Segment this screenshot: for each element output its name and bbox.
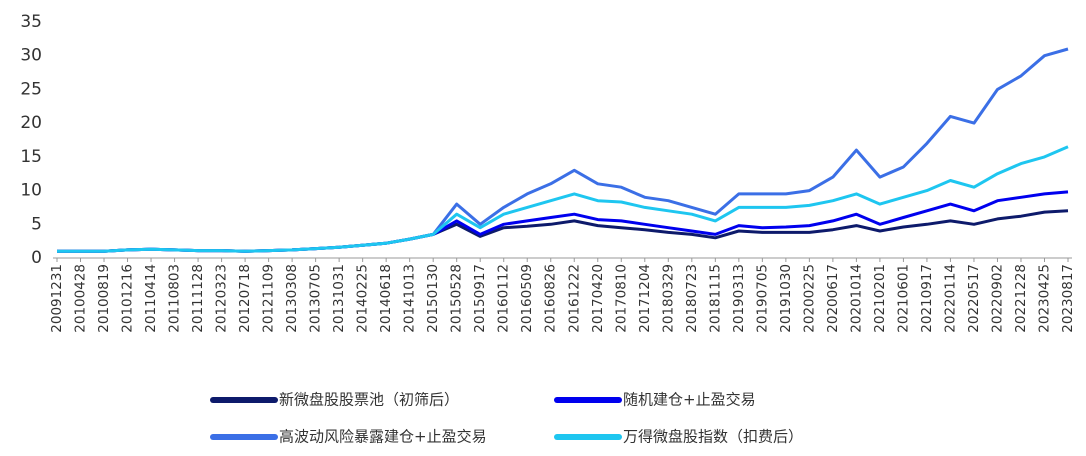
x-tick-label: 20110803 <box>167 264 183 333</box>
series-line <box>57 145 1069 253</box>
x-tick-label: 20200225 <box>801 264 817 333</box>
x-tick-label: 20150130 <box>425 264 441 333</box>
y-tick-label: 0 <box>31 248 42 268</box>
x-tick-label: 20220902 <box>989 264 1005 333</box>
y-tick-label: 5 <box>31 214 42 234</box>
x-tick-label: 20161222 <box>566 264 582 333</box>
x-tick-label: 20180329 <box>660 264 676 333</box>
y-tick-label: 25 <box>20 79 42 99</box>
x-tick-label: 20160509 <box>519 264 535 333</box>
x-tick-label: 20091231 <box>49 264 65 333</box>
x-tick-label: 20201014 <box>848 264 864 333</box>
x-tick-label: 20190705 <box>754 264 770 333</box>
x-tick-label: 20130308 <box>284 264 300 333</box>
y-tick-label: 10 <box>20 181 42 201</box>
x-tick-label: 20181115 <box>707 264 723 333</box>
legend-label: 新微盘股股票池（初筛后） <box>279 391 459 409</box>
x-tick-label: 20150528 <box>449 264 465 333</box>
x-tick-label: 20121109 <box>261 264 277 333</box>
y-tick-label: 30 <box>20 46 42 66</box>
x-tick-label: 20220114 <box>942 264 958 333</box>
x-tick-label: 20191030 <box>778 264 794 333</box>
x-tick-label: 20170810 <box>613 264 629 333</box>
x-tick-label: 20140618 <box>378 264 394 333</box>
x-tick-label: 20171204 <box>637 264 653 333</box>
x-tick-label: 20100428 <box>73 264 89 333</box>
x-tick-label: 20160826 <box>543 264 559 333</box>
x-tick-label: 20230425 <box>1036 264 1052 333</box>
legend-label: 随机建仓+止盈交易 <box>623 391 756 409</box>
x-tick-label: 20120718 <box>237 264 253 333</box>
legend-label: 万得微盘股指数（扣费后） <box>623 428 803 446</box>
x-tick-label: 20100819 <box>96 264 112 333</box>
x-tick-label: 20230817 <box>1060 264 1076 333</box>
x-tick-label: 20141013 <box>402 264 418 333</box>
y-tick-label: 35 <box>20 12 42 32</box>
x-tick-label: 20150917 <box>472 264 488 333</box>
x-tick-label: 20210601 <box>895 264 911 333</box>
x-tick-label: 20180723 <box>684 264 700 333</box>
x-tick-label: 20221228 <box>1013 264 1029 333</box>
x-tick-label: 20220517 <box>966 264 982 333</box>
x-tick-label: 20111128 <box>190 264 206 333</box>
x-tick-label: 20130705 <box>308 264 324 333</box>
x-tick-label: 20170420 <box>590 264 606 333</box>
y-tick-label: 15 <box>20 147 42 167</box>
x-tick-label: 20140225 <box>355 264 371 333</box>
x-tick-label: 20101216 <box>120 264 136 333</box>
x-tick-label: 20110414 <box>143 264 159 333</box>
y-tick-label: 20 <box>20 113 42 133</box>
series-line <box>57 47 1069 253</box>
x-tick-label: 20131031 <box>331 264 347 333</box>
x-tick-label: 20190313 <box>731 264 747 333</box>
x-tick-label: 20210917 <box>919 264 935 333</box>
x-tick-label: 20160112 <box>496 264 512 333</box>
x-tick-label: 20120323 <box>214 264 230 333</box>
legend-label: 高波动风险暴露建仓+止盈交易 <box>279 428 487 446</box>
x-tick-label: 20210201 <box>872 264 888 333</box>
x-tick-label: 20200617 <box>825 264 841 333</box>
